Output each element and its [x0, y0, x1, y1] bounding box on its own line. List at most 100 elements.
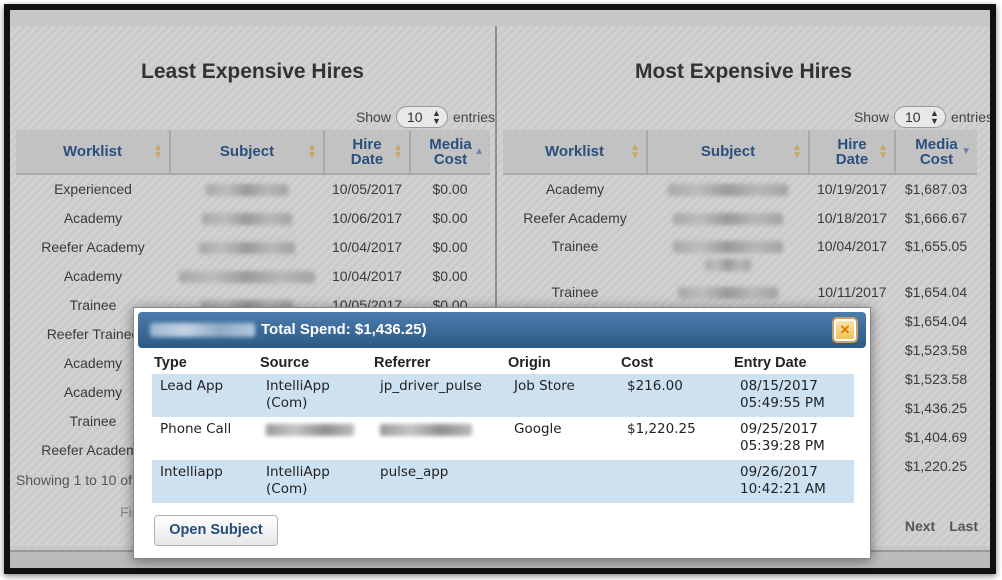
table-row[interactable]: $1,523.58: [503, 335, 977, 364]
least-expensive-panel: Least Expensive Hires Show 10 ▲ ▼ entries…: [10, 26, 495, 546]
hire-date-cell: 10/04/2017: [331, 238, 403, 255]
table-row[interactable]: Reefer Trainee: [16, 319, 490, 348]
sort-both-icon: ▲ ▼: [393, 141, 403, 161]
hire-date-cell: 10/11/2017: [817, 283, 887, 300]
worklist-cell: Academy: [63, 383, 123, 400]
most-expensive-table: Worklist ▲ ▼ Subject ▲ ▼ Hire Date ▲ ▼ Media C…: [503, 130, 977, 480]
entries-value: 10: [904, 109, 921, 125]
hire-date-cell: 10/04/2017: [816, 238, 888, 254]
media-cost-cell: $1,523.58: [904, 341, 968, 358]
redacted-name: [705, 259, 751, 272]
column-label: Media Cost: [429, 135, 472, 168]
source-cell: IntelliApp (Com): [258, 374, 372, 417]
column-header-hire-date[interactable]: Hire Date ▲ ▼: [809, 130, 896, 175]
referrer-cell: pulse_app: [372, 460, 506, 503]
media-cost-cell: $0.00: [432, 181, 468, 197]
table-row[interactable]: $1,654.04: [503, 306, 977, 335]
panel-title: Most Expensive Hires: [634, 60, 853, 83]
type-cell: Lead App: [152, 374, 258, 417]
table-row[interactable]: Reefer Academy 10/18/2017 $1,666.67: [503, 203, 977, 232]
worklist-cell: Academy: [63, 354, 123, 371]
worklist-cell: Experienced: [54, 181, 132, 197]
table-row[interactable]: $1,220.25: [503, 451, 977, 480]
table-row[interactable]: Academy: [16, 348, 490, 377]
next-page-button[interactable]: Next: [904, 518, 936, 534]
table-row[interactable]: Reefer Academy 10/04/2017 $0.00: [16, 232, 490, 261]
table-row[interactable]: Trainee 10/11/2017 $1,654.04: [503, 277, 977, 306]
referrer-cell: jp_driver_pulse: [372, 374, 506, 417]
subject-cell: [170, 232, 324, 261]
show-label: Show: [355, 109, 391, 125]
worklist-cell: Academy: [63, 209, 123, 226]
redacted-phone: [266, 424, 354, 436]
table-row[interactable]: Trainee: [16, 406, 490, 435]
panel-divider: [495, 26, 497, 546]
hire-date-cell: 10/05/2017: [331, 181, 403, 197]
redacted-name: [202, 212, 292, 225]
column-header-hire-date[interactable]: Hire Date ▲ ▼: [324, 130, 411, 175]
sort-both-icon: ▲ ▼: [307, 141, 317, 161]
table-row[interactable]: Academy 10/04/2017 $0.00: [16, 261, 490, 290]
column-label: Worklist: [545, 143, 604, 160]
media-cost-cell: $1,666.67: [904, 209, 968, 226]
column-header-origin: Origin: [508, 355, 551, 371]
column-label: Subject: [219, 143, 275, 160]
hire-date-cell: 10/06/2017: [331, 209, 403, 226]
column-label: Worklist: [63, 143, 122, 160]
close-icon[interactable]: ×: [832, 317, 858, 343]
cost-cell: $216.00: [619, 374, 732, 417]
worklist-cell: Trainee: [551, 238, 599, 254]
hire-date-cell: 10/19/2017: [816, 181, 888, 197]
table-row[interactable]: Academy 10/19/2017 $1,687.03: [503, 174, 977, 203]
table-row[interactable]: $1,436.25: [503, 393, 977, 422]
media-cost-cell: $1,436.25: [904, 399, 968, 416]
entries-value: 10: [406, 109, 423, 125]
table-row[interactable]: Academy 10/06/2017 $0.00: [16, 203, 490, 232]
entries-select[interactable]: 10 ▲ ▼: [395, 106, 448, 128]
sort-both-icon: ▲ ▼: [792, 141, 802, 161]
updown-arrow-icon: ▲ ▼: [432, 108, 441, 126]
entries-control: Show 10 ▲ ▼ entries: [854, 106, 993, 128]
sort-both-icon: ▲ ▼: [630, 141, 640, 161]
most-expensive-panel: Most Expensive Hires Show 10 ▲ ▼ entries …: [497, 26, 990, 546]
worklist-cell: Reefer Academy: [41, 441, 145, 458]
table-row[interactable]: $1,523.58: [503, 364, 977, 393]
table-row[interactable]: Academy: [16, 377, 490, 406]
media-cost-cell: $0.00: [432, 209, 468, 226]
table-row[interactable]: Reefer Academy: [16, 435, 490, 464]
media-cost-cell: $1,220.25: [904, 457, 968, 474]
media-cost-cell: $1,687.03: [904, 181, 968, 197]
hire-date-cell: 10/18/2017: [816, 209, 888, 226]
column-header-worklist[interactable]: Worklist ▲ ▼: [503, 130, 648, 175]
table-row[interactable]: $1,404.69: [503, 422, 977, 451]
column-header-source: Source: [260, 355, 310, 371]
table-row[interactable]: Trainee 10/04/2017 $1,655.05: [503, 232, 977, 277]
worklist-cell: Trainee: [69, 412, 117, 429]
redacted-name: [673, 212, 783, 225]
entries-select[interactable]: 10 ▲ ▼: [893, 106, 946, 128]
worklist-cell: Reefer Trainee: [46, 325, 140, 342]
entries-label: entries: [452, 109, 495, 125]
sort-both-icon: ▲ ▼: [153, 141, 163, 161]
hire-date-cell: 10/04/2017: [331, 267, 403, 284]
last-page-button[interactable]: Last: [949, 518, 978, 534]
column-header-cost: Cost: [621, 355, 654, 371]
column-header-media-cost[interactable]: Media Cost ▼: [895, 130, 977, 175]
worklist-cell: Trainee: [69, 296, 117, 313]
media-cost-cell: $1,404.69: [904, 428, 968, 445]
column-header-worklist[interactable]: Worklist ▲ ▼: [16, 130, 171, 175]
open-subject-button[interactable]: Open Subject: [154, 515, 278, 546]
entries-label: entries: [950, 109, 993, 125]
column-header-media-cost[interactable]: Media Cost ▲: [410, 130, 490, 175]
entry-date-cell: 09/25/2017 05:39:28 PM: [740, 421, 825, 454]
total-spend-label: Total Spend: $1,436.25): [261, 321, 427, 338]
column-header-subject[interactable]: Subject ▲ ▼: [170, 130, 325, 175]
column-header-subject[interactable]: Subject ▲ ▼: [647, 130, 810, 175]
referrer-cell: [372, 417, 506, 460]
worklist-cell: Reefer Academy: [41, 238, 145, 255]
worklist-cell: Trainee: [551, 283, 599, 300]
redacted-name: [668, 184, 788, 197]
source-cell: [258, 417, 372, 460]
table-row[interactable]: Experienced 10/05/2017 $0.00: [16, 174, 490, 203]
media-cost-cell: $1,654.04: [904, 283, 968, 300]
